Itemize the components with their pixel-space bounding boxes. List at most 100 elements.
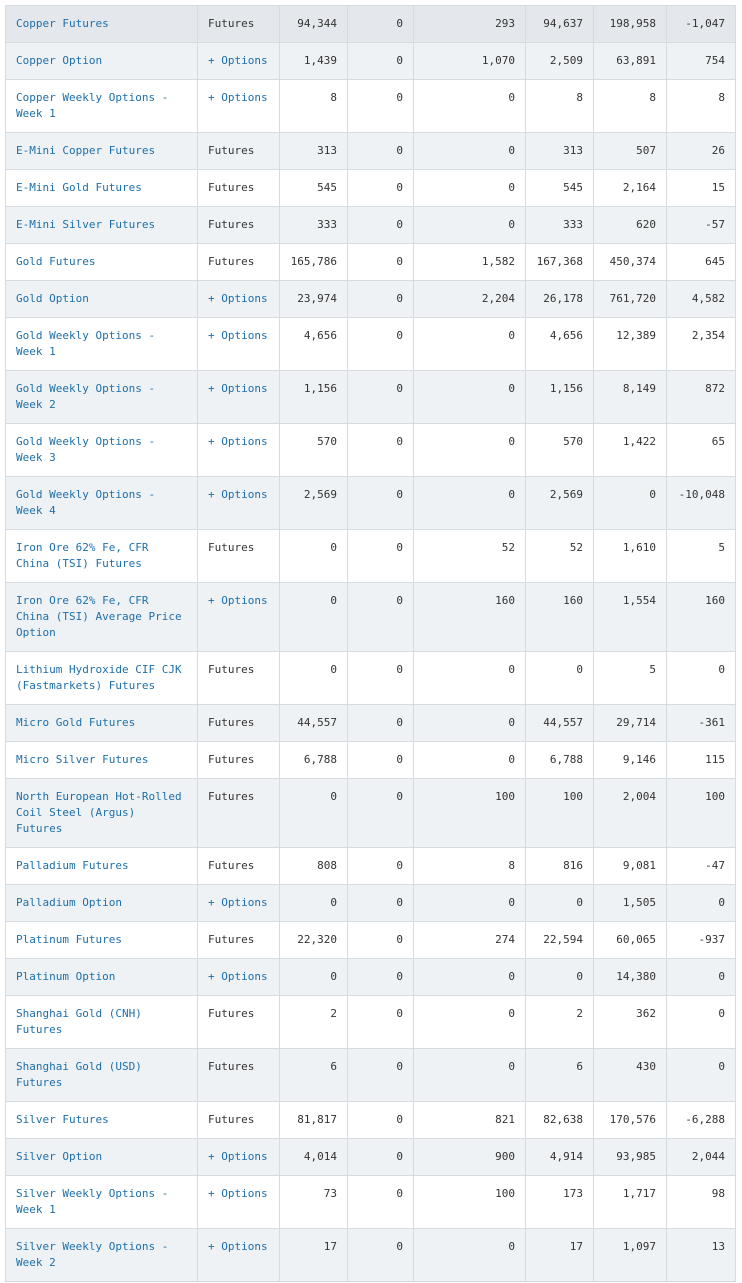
product-link[interactable]: Shanghai Gold (USD) Futures (16, 1060, 142, 1089)
table-row: Platinum Option + Options 0 0 0 0 14,380 0 (5, 958, 736, 996)
product-link[interactable]: Silver Option (16, 1150, 103, 1163)
volume-value-cell: 821 (413, 1101, 526, 1139)
product-link[interactable]: Palladium Option (16, 896, 122, 909)
options-expand-link[interactable]: + Options (197, 423, 280, 477)
table-row: Micro Silver Futures Futures 6,788 0 0 6,788 9… (5, 741, 736, 779)
options-expand-link[interactable]: + Options (197, 370, 280, 424)
volume-value-cell: 4,656 (279, 317, 348, 371)
volume-value-cell: 8 (279, 79, 348, 133)
volume-value-cell: 0 (347, 1175, 414, 1229)
product-link[interactable]: E-Mini Copper Futures (16, 144, 156, 157)
options-expand-link[interactable]: + Options (197, 884, 280, 922)
volume-value-cell: 313 (279, 132, 348, 170)
volume-value-cell: 5 (666, 529, 736, 583)
volume-value-cell: 100 (666, 778, 736, 848)
volume-value-cell: 14,380 (593, 958, 667, 996)
options-expand-link[interactable]: + Options (197, 1228, 280, 1282)
product-link[interactable]: Palladium Futures (16, 859, 129, 872)
product-type-cell: Futures (197, 169, 280, 207)
options-expand-link[interactable]: + Options (197, 1138, 280, 1176)
product-link[interactable]: Platinum Option (16, 970, 116, 983)
volume-value-cell: 60,065 (593, 921, 667, 959)
volume-value-cell: 0 (347, 280, 414, 318)
volume-value-cell: 0 (347, 1048, 414, 1102)
product-name-cell: Iron Ore 62% Fe, CFR China (TSI) Futures (5, 529, 198, 583)
volume-value-cell: 0 (413, 423, 526, 477)
table-row: Palladium Futures Futures 808 0 8 816 9,081 -47 (5, 847, 736, 885)
product-link[interactable]: Gold Weekly Options - Week 2 (16, 382, 156, 411)
volume-value-cell: 81,817 (279, 1101, 348, 1139)
product-link[interactable]: Micro Silver Futures (16, 753, 149, 766)
volume-value-cell: 94,344 (279, 5, 348, 43)
product-link[interactable]: Micro Gold Futures (16, 716, 136, 729)
product-type-cell: Futures (197, 847, 280, 885)
volume-value-cell: 0 (525, 884, 594, 922)
volume-value-cell: 0 (279, 884, 348, 922)
options-expand-link[interactable]: + Options (197, 79, 280, 133)
product-link[interactable]: Copper Option (16, 54, 103, 67)
table-row: Gold Weekly Options - Week 3 + Options 570… (5, 423, 736, 477)
volume-value-cell: 430 (593, 1048, 667, 1102)
product-link[interactable]: Copper Futures (16, 17, 109, 30)
options-expand-link[interactable]: + Options (197, 1175, 280, 1229)
volume-value-cell: 0 (347, 206, 414, 244)
volume-value-cell: 4,914 (525, 1138, 594, 1176)
product-name-cell: Gold Weekly Options - Week 3 (5, 423, 198, 477)
volume-value-cell: 313 (525, 132, 594, 170)
volume-value-cell: 9,081 (593, 847, 667, 885)
table-row: Iron Ore 62% Fe, CFR China (TSI) Futures… (5, 529, 736, 583)
product-link[interactable]: Copper Weekly Options - Week 1 (16, 91, 169, 120)
table-row: Platinum Futures Futures 22,320 0 274 22,594 6… (5, 921, 736, 959)
product-link[interactable]: Gold Weekly Options - Week 1 (16, 329, 156, 358)
product-type-cell: Futures (197, 132, 280, 170)
options-expand-link[interactable]: + Options (197, 958, 280, 996)
product-link[interactable]: Shanghai Gold (CNH) Futures (16, 1007, 142, 1036)
volume-value-cell: 29,714 (593, 704, 667, 742)
product-link[interactable]: Gold Option (16, 292, 89, 305)
product-name-cell: Gold Futures (5, 243, 198, 281)
volume-value-cell: 754 (666, 42, 736, 80)
volume-value-cell: 0 (347, 370, 414, 424)
volume-value-cell: 570 (525, 423, 594, 477)
volume-value-cell: 0 (413, 132, 526, 170)
volume-value-cell: 52 (525, 529, 594, 583)
volume-value-cell: 0 (413, 958, 526, 996)
product-link[interactable]: Platinum Futures (16, 933, 122, 946)
volume-table-body: Copper Futures Futures 94,344 0 293 94,637 198… (5, 5, 736, 1282)
volume-value-cell: 2,044 (666, 1138, 736, 1176)
options-expand-link[interactable]: + Options (197, 42, 280, 80)
product-link[interactable]: E-Mini Gold Futures (16, 181, 142, 194)
options-expand-link[interactable]: + Options (197, 280, 280, 318)
volume-value-cell: 160 (525, 582, 594, 652)
volume-value-cell: 1,582 (413, 243, 526, 281)
options-expand-link[interactable]: + Options (197, 317, 280, 371)
product-link[interactable]: Gold Futures (16, 255, 96, 268)
volume-value-cell: 2,004 (593, 778, 667, 848)
product-link[interactable]: Silver Weekly Options - Week 1 (16, 1187, 169, 1216)
product-link[interactable]: Iron Ore 62% Fe, CFR China (TSI) Average… (16, 594, 182, 639)
volume-value-cell: 115 (666, 741, 736, 779)
product-link[interactable]: Silver Futures (16, 1113, 109, 1126)
volume-value-cell: 0 (666, 958, 736, 996)
table-row: Gold Weekly Options - Week 2 + Options 1,1… (5, 370, 736, 424)
product-name-cell: Iron Ore 62% Fe, CFR China (TSI) Average… (5, 582, 198, 652)
volume-value-cell: 65 (666, 423, 736, 477)
product-link[interactable]: Gold Weekly Options - Week 3 (16, 435, 156, 464)
volume-value-cell: 44,557 (279, 704, 348, 742)
product-link[interactable]: Silver Weekly Options - Week 2 (16, 1240, 169, 1269)
volume-value-cell: 0 (347, 1228, 414, 1282)
product-link[interactable]: Lithium Hydroxide CIF CJK (Fastmarkets) … (16, 663, 182, 692)
product-link[interactable]: North European Hot-Rolled Coil Steel (Ar… (16, 790, 182, 835)
options-expand-link[interactable]: + Options (197, 476, 280, 530)
table-row: Iron Ore 62% Fe, CFR China (TSI) Average… (5, 582, 736, 652)
volume-value-cell: 1,439 (279, 42, 348, 80)
table-row: Palladium Option + Options 0 0 0 0 1,505 0 (5, 884, 736, 922)
options-expand-link[interactable]: + Options (197, 582, 280, 652)
product-name-cell: Micro Silver Futures (5, 741, 198, 779)
product-link[interactable]: Iron Ore 62% Fe, CFR China (TSI) Futures (16, 541, 149, 570)
product-link[interactable]: Gold Weekly Options - Week 4 (16, 488, 156, 517)
volume-value-cell: 0 (279, 778, 348, 848)
volume-value-cell: 0 (279, 958, 348, 996)
volume-value-cell: 1,505 (593, 884, 667, 922)
product-link[interactable]: E-Mini Silver Futures (16, 218, 156, 231)
